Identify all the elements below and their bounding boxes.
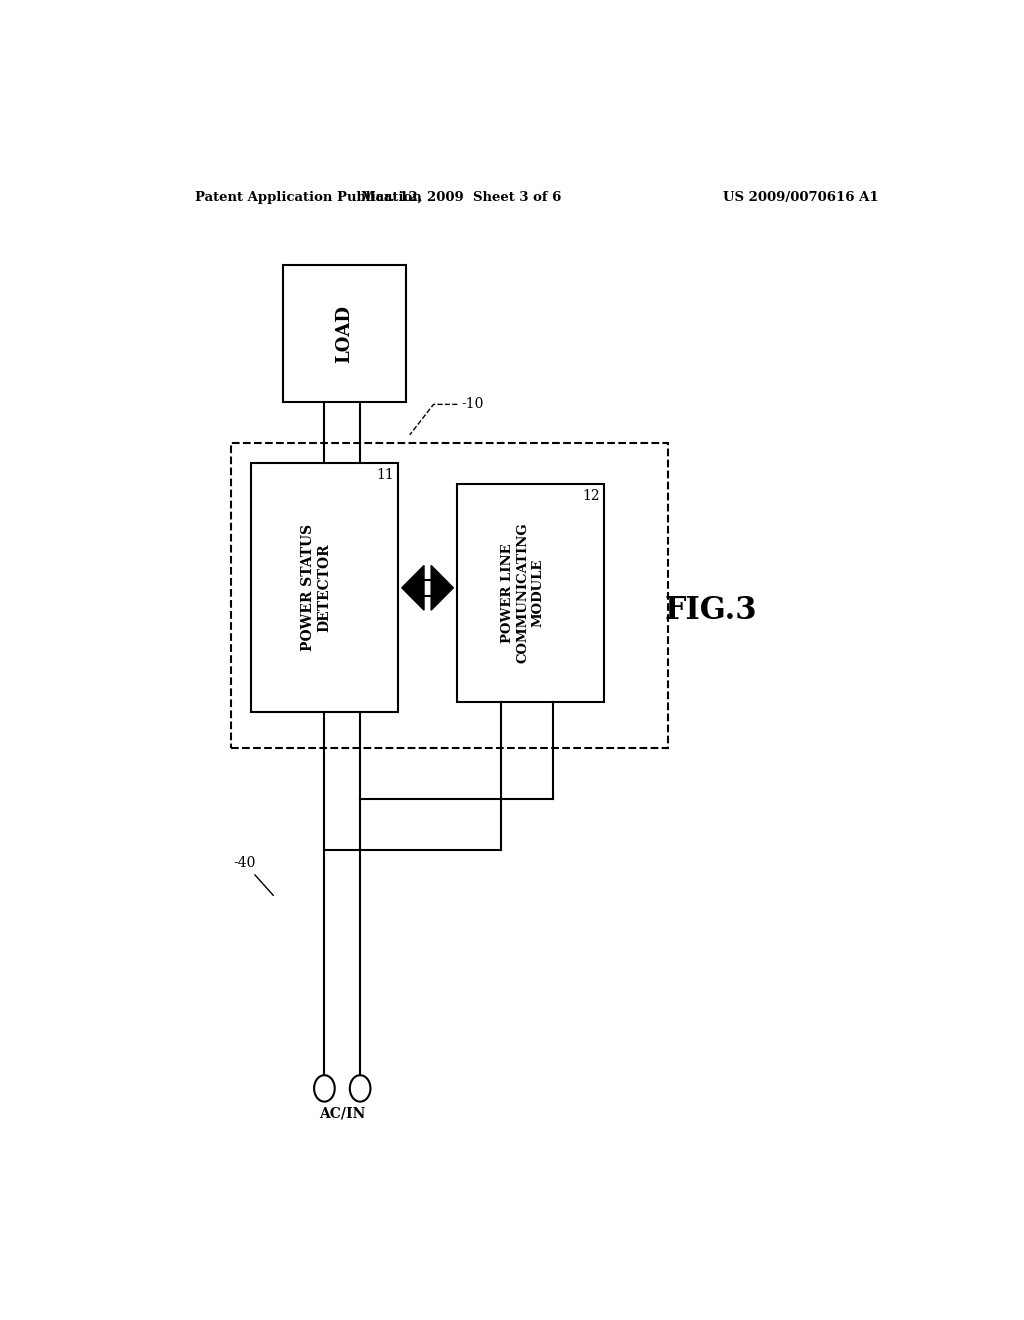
Text: LOAD: LOAD [335, 305, 353, 363]
Text: US 2009/0070616 A1: US 2009/0070616 A1 [723, 190, 879, 203]
Text: FIG.3: FIG.3 [665, 595, 758, 626]
Text: AC/IN: AC/IN [319, 1106, 366, 1121]
Polygon shape [431, 565, 454, 610]
Text: POWER STATUS
DETECTOR: POWER STATUS DETECTOR [301, 524, 332, 651]
Bar [458, 483, 604, 702]
Text: 12: 12 [583, 488, 600, 503]
Text: POWER LINE
COMMUNICATING
MODULE: POWER LINE COMMUNICATING MODULE [502, 523, 545, 663]
Bar [251, 463, 397, 713]
Text: -40: -40 [233, 855, 256, 870]
Text: Mar. 12, 2009  Sheet 3 of 6: Mar. 12, 2009 Sheet 3 of 6 [361, 190, 561, 203]
Bar [231, 444, 668, 748]
Polygon shape [401, 565, 424, 610]
Text: -10: -10 [461, 397, 483, 412]
Text: Patent Application Publication: Patent Application Publication [196, 190, 422, 203]
Text: 11: 11 [376, 469, 394, 482]
Bar [283, 265, 406, 403]
